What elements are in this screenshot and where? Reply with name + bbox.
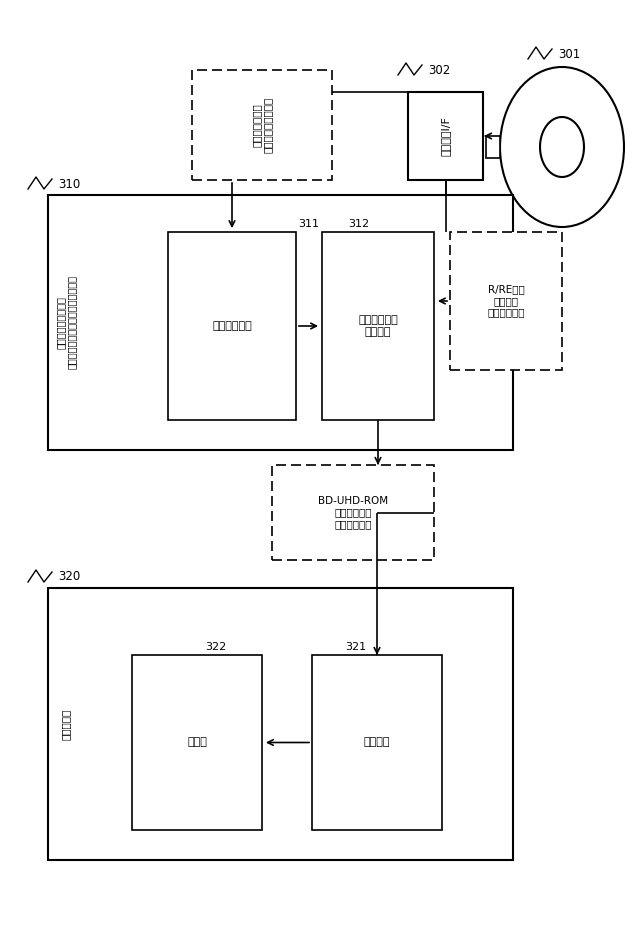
Text: 301: 301	[558, 48, 580, 61]
Bar	[192, 70, 332, 180]
Text: 出力部: 出力部	[187, 737, 207, 747]
Bar	[486, 136, 500, 158]
Bar	[48, 588, 513, 860]
Text: 311: 311	[298, 219, 319, 229]
Text: 302: 302	[428, 63, 451, 76]
Text: BD-UHD-ROM
対応読み出し
ビットレート: BD-UHD-ROM 対応読み出し ビットレート	[318, 496, 388, 529]
Text: 322: 322	[205, 642, 227, 652]
Text: 再生処理部: 再生処理部	[61, 708, 71, 740]
Bar	[322, 232, 434, 420]
Text: 312: 312	[348, 219, 369, 229]
Text: 入出力制御部: 入出力制御部	[212, 321, 252, 331]
Text: スムージング
バッファ: スムージング バッファ	[358, 315, 398, 336]
Text: R/RE対応
読み出し
ビットレート: R/RE対応 読み出し ビットレート	[487, 284, 525, 318]
Bar	[48, 195, 513, 450]
Bar	[272, 465, 434, 560]
Bar	[168, 232, 296, 420]
Text: メディアI/F: メディアI/F	[440, 116, 451, 156]
Text: テコーダ: テコーダ	[364, 737, 390, 747]
Bar	[408, 92, 483, 180]
Bar	[132, 655, 262, 830]
Text: 310: 310	[58, 177, 80, 190]
Bar	[312, 655, 442, 830]
Text: 321: 321	[345, 642, 366, 652]
Text: 320: 320	[58, 570, 80, 583]
Text: 物理婪体識別子
（ディスクタイプ）: 物理婪体識別子 （ディスクタイプ）	[251, 97, 273, 153]
Bar	[450, 232, 562, 370]
Text: ビットレート変換部
（ビットレート平滑化モジュール）: ビットレート変換部 （ビットレート平滑化モジュール）	[55, 276, 77, 369]
Ellipse shape	[500, 67, 624, 227]
